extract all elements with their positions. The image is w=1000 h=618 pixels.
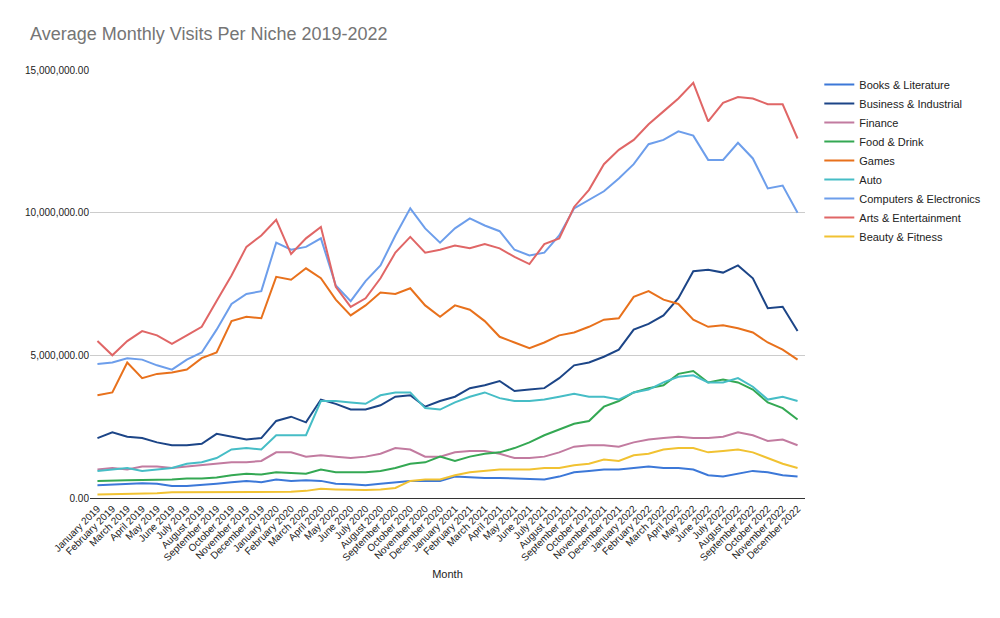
svg-text:July 2022: July 2022: [690, 503, 728, 541]
svg-text:January 2019: January 2019: [52, 503, 103, 554]
svg-text:September 2022: September 2022: [698, 503, 758, 563]
svg-text:Arts & Entertainment: Arts & Entertainment: [859, 212, 961, 224]
svg-text:Games: Games: [859, 155, 895, 167]
svg-text:August 2019: August 2019: [159, 503, 207, 551]
svg-text:July 2019: July 2019: [154, 503, 192, 541]
svg-text:February 2020: February 2020: [242, 503, 296, 557]
svg-text:Food & Drink: Food & Drink: [859, 136, 924, 148]
svg-text:November 2019: November 2019: [193, 503, 251, 561]
svg-text:Books & Literature: Books & Literature: [859, 79, 950, 91]
svg-text:August 2022: August 2022: [695, 503, 743, 551]
svg-text:May 2020: May 2020: [302, 503, 341, 542]
svg-text:Computers & Electronics: Computers & Electronics: [859, 193, 981, 205]
svg-text:May 2019: May 2019: [123, 503, 162, 542]
svg-text:February 2022: February 2022: [600, 503, 654, 557]
svg-text:January 2020: January 2020: [231, 503, 282, 554]
svg-text:January 2022: January 2022: [588, 503, 639, 554]
svg-text:June 2019: June 2019: [136, 503, 177, 544]
svg-text:September 2019: September 2019: [161, 503, 221, 563]
svg-text:December 2019: December 2019: [208, 503, 266, 561]
svg-text:Business & Industrial: Business & Industrial: [859, 98, 962, 110]
svg-text:February 2019: February 2019: [64, 503, 118, 557]
svg-text:June 2021: June 2021: [494, 503, 535, 544]
svg-text:August 2021: August 2021: [517, 503, 565, 551]
svg-text:March 2021: March 2021: [445, 503, 490, 548]
svg-text:August 2020: August 2020: [338, 503, 386, 551]
svg-text:Auto: Auto: [859, 174, 882, 186]
svg-text:0.00: 0.00: [70, 493, 90, 504]
svg-text:September 2020: September 2020: [340, 503, 400, 563]
svg-text:October 2019: October 2019: [186, 503, 237, 554]
svg-text:February 2021: February 2021: [421, 503, 475, 557]
svg-text:November 2022: November 2022: [730, 503, 788, 561]
svg-text:April 2021: April 2021: [465, 503, 505, 543]
svg-text:5,000,000.00: 5,000,000.00: [31, 350, 90, 361]
svg-text:Finance: Finance: [859, 117, 898, 129]
svg-text:June 2020: June 2020: [315, 503, 356, 544]
svg-text:October 2021: October 2021: [543, 503, 594, 554]
svg-text:October 2022: October 2022: [722, 503, 773, 554]
svg-text:October 2020: October 2020: [365, 503, 416, 554]
svg-text:May 2021: May 2021: [481, 503, 520, 542]
svg-text:April 2019: April 2019: [107, 503, 147, 543]
svg-text:June 2022: June 2022: [672, 503, 713, 544]
svg-text:Month: Month: [432, 568, 463, 580]
svg-text:December 2020: December 2020: [387, 503, 445, 561]
svg-text:January 2021: January 2021: [409, 503, 460, 554]
svg-text:November 2020: November 2020: [372, 503, 430, 561]
svg-text:July 2021: July 2021: [511, 503, 549, 541]
svg-text:November 2021: November 2021: [551, 503, 609, 561]
svg-text:15,000,000.00: 15,000,000.00: [25, 65, 89, 76]
svg-text:Beauty & Fitness: Beauty & Fitness: [859, 231, 943, 243]
svg-text:December 2022: December 2022: [744, 503, 802, 561]
svg-text:March 2022: March 2022: [623, 503, 668, 548]
svg-text:10,000,000.00: 10,000,000.00: [25, 207, 89, 218]
svg-text:April 2022: April 2022: [644, 503, 684, 543]
svg-text:March 2020: March 2020: [266, 503, 311, 548]
svg-text:July 2020: July 2020: [332, 503, 370, 541]
svg-text:May 2022: May 2022: [659, 503, 698, 542]
svg-text:March 2019: March 2019: [87, 503, 132, 548]
svg-text:April 2020: April 2020: [286, 503, 326, 543]
svg-text:December 2021: December 2021: [566, 503, 624, 561]
svg-text:September 2021: September 2021: [519, 503, 579, 563]
svg-text:Average Monthly Visits Per Nic: Average Monthly Visits Per Niche 2019-20…: [30, 24, 388, 44]
